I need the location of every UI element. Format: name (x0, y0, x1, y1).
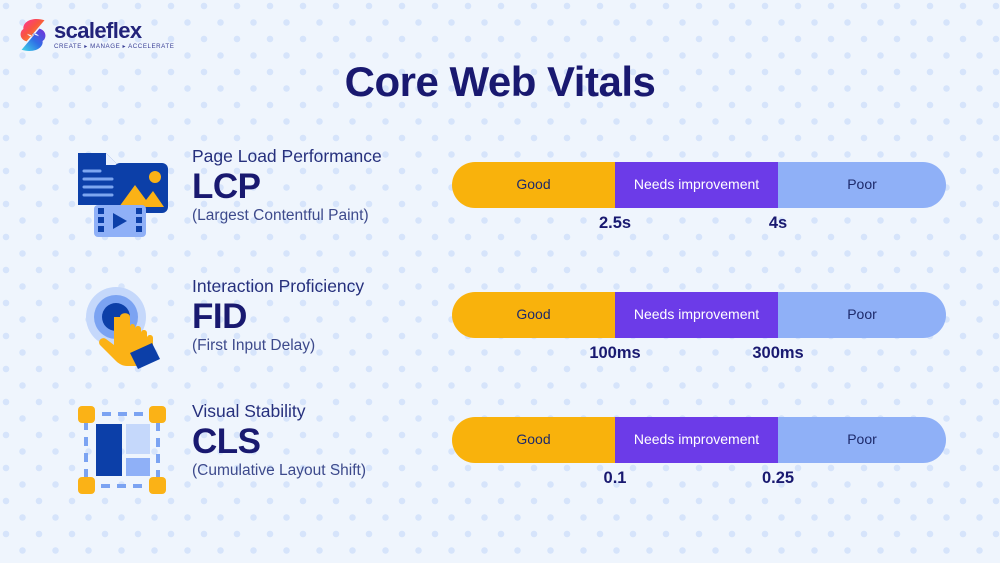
band-poor[interactable]: Poor (778, 417, 946, 463)
brand-tagline: CREATE ▸ MANAGE ▸ ACCELERATE (54, 43, 175, 51)
metric-text-lcp: Page Load Performance LCP (Largest Conte… (192, 146, 452, 226)
band-good[interactable]: Good (452, 292, 616, 338)
tap-interaction-hand-icon (62, 270, 182, 380)
metric-expansion: (Cumulative Layout Shift) (192, 462, 367, 480)
threshold-labels: 2.5s 4s (452, 208, 946, 238)
band-needs[interactable]: Needs improvement (615, 417, 779, 463)
band-good[interactable]: Good (452, 162, 616, 208)
threshold-labels: 0.1 0.25 (452, 463, 946, 493)
metric-expansion: (First Input Delay) (192, 337, 316, 355)
metric-row-lcp: Page Load Performance LCP (Largest Conte… (0, 140, 1000, 260)
threshold-labels: 100ms 300ms (452, 338, 946, 368)
metric-kicker: Visual Stability (192, 401, 306, 421)
band-needs[interactable]: Needs improvement (615, 292, 779, 338)
metric-expansion: (Largest Contentful Paint) (192, 207, 369, 225)
band-needs[interactable]: Needs improvement (615, 162, 779, 208)
band-good[interactable]: Good (452, 417, 616, 463)
metric-text-fid: Interaction Proficiency FID (First Input… (192, 276, 452, 356)
threshold-bar: Good Needs improvement Poor (452, 162, 946, 208)
band-poor[interactable]: Poor (778, 292, 946, 338)
threshold-good-max: 2.5s (598, 214, 632, 232)
threshold-good-max: 100ms (589, 344, 641, 362)
threshold-needs-max: 0.25 (761, 469, 795, 487)
scaleflex-s-mark-icon (20, 18, 46, 52)
metric-row-fid: Interaction Proficiency FID (First Input… (0, 270, 1000, 390)
metric-acronym: CLS (192, 421, 261, 461)
threshold-good-max: 0.1 (603, 469, 627, 487)
metric-acronym: FID (192, 296, 247, 336)
threshold-bar: Good Needs improvement Poor (452, 417, 946, 463)
threshold-bar: Good Needs improvement Poor (452, 292, 946, 338)
metric-kicker: Interaction Proficiency (192, 276, 365, 296)
threshold-bar-cls: Good Needs improvement Poor 0.1 0.25 (452, 417, 946, 493)
metric-acronym: LCP (192, 166, 261, 206)
threshold-needs-max: 300ms (752, 344, 804, 362)
page-load-media-icon (62, 140, 182, 250)
band-poor[interactable]: Poor (778, 162, 946, 208)
brand-name: scaleflex (54, 18, 142, 44)
scaleflex-logo[interactable]: scaleflex CREATE ▸ MANAGE ▸ ACCELERATE (20, 18, 174, 52)
page-title: Core Web Vitals (344, 58, 656, 105)
threshold-bar-lcp: Good Needs improvement Poor 2.5s 4s (452, 162, 946, 238)
layout-shift-selection-icon (62, 395, 182, 505)
metric-kicker: Page Load Performance (192, 146, 382, 166)
threshold-bar-fid: Good Needs improvement Poor 100ms 300ms (452, 292, 946, 368)
threshold-needs-max: 4s (768, 214, 788, 232)
metric-text-cls: Visual Stability CLS (Cumulative Layout … (192, 401, 452, 481)
metric-row-cls: Visual Stability CLS (Cumulative Layout … (0, 395, 1000, 515)
